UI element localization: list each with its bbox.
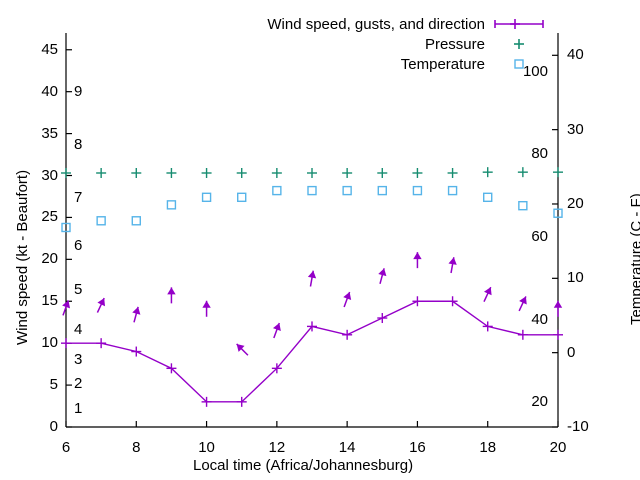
y2-tick-label: 30: [567, 120, 584, 138]
gust-arrow-head: [236, 343, 245, 352]
gust-arrow-head: [553, 300, 563, 308]
x-tick-label: 8: [132, 439, 141, 456]
y-tick-label: 35: [41, 124, 58, 142]
temperature-marker: [237, 192, 247, 203]
fahrenheit-label-20: 20: [531, 393, 548, 411]
y-tick-label: 25: [41, 208, 58, 226]
temperature-marker: [412, 185, 423, 196]
y-tick-label: 40: [41, 82, 58, 100]
gust-arrow-head: [97, 298, 106, 307]
temperature-marker: [553, 208, 563, 218]
x-tick-label: 6: [61, 439, 71, 456]
gust-arrow-head: [272, 322, 281, 332]
x-tick-label: 20: [549, 439, 567, 456]
gust-arrow-head: [62, 300, 71, 309]
fahrenheit-label-80: 80: [531, 145, 548, 163]
beaufort-label-6: 6: [74, 236, 83, 254]
beaufort-label-2: 2: [74, 375, 83, 393]
gust-arrow-head: [519, 296, 527, 305]
x-tick-label: 12: [268, 439, 286, 456]
y2-tick-label: 0: [567, 343, 576, 361]
fahrenheit-label-100: 100: [522, 62, 548, 80]
gust-arrow-head: [167, 287, 176, 295]
fahrenheit-label-60: 60: [531, 227, 548, 245]
beaufort-label-3: 3: [74, 350, 83, 368]
y-tick-label: 5: [49, 376, 58, 394]
temperature-marker: [272, 185, 282, 196]
legend: Wind speed, gusts, and direction Pressur…: [230, 14, 545, 74]
temperature-marker: [518, 200, 528, 211]
temperature-marker: [483, 192, 493, 203]
gust-arrow-head: [343, 291, 352, 300]
temperature-marker: [131, 216, 141, 226]
x-tick-label: 16: [409, 439, 426, 456]
y-tick-label: 0: [49, 418, 58, 435]
y2-tick-label: 40: [567, 46, 584, 64]
gust-arrow-head: [202, 300, 211, 308]
beaufort-label-7: 7: [74, 189, 83, 207]
y2-tick-label: -10: [567, 418, 589, 435]
temperature-marker: [166, 200, 177, 210]
beaufort-label-4: 4: [74, 320, 83, 338]
y-tick-label: 30: [41, 166, 58, 184]
x-tick-label: 18: [479, 439, 497, 456]
beaufort-label-8: 8: [74, 136, 83, 154]
gust-arrow-head: [378, 268, 387, 277]
x-axis-title: Local time (Africa/Johannesburg): [193, 457, 414, 474]
gust-arrow-head: [413, 252, 422, 260]
x-tick-label: 10: [198, 439, 215, 456]
y-tick-label: 15: [41, 292, 58, 310]
temperature-marker: [307, 185, 317, 196]
beaufort-label-5: 5: [74, 280, 83, 298]
y-tick-label: 20: [41, 250, 58, 268]
gust-arrow-head: [448, 257, 457, 265]
legend-label-temperature: Temperature: [400, 55, 485, 73]
legend-label-wind: Wind speed, gusts, and direction: [267, 15, 485, 33]
gust-arrow-head: [132, 306, 141, 315]
temperature-marker: [377, 185, 387, 196]
beaufort-label-9: 9: [74, 82, 83, 100]
temperature-marker: [342, 185, 352, 196]
y2-tick-label: 10: [567, 269, 584, 287]
x-tick-label: 14: [338, 439, 356, 456]
y2-tick-label: 20: [567, 194, 584, 212]
fahrenheit-label-40: 40: [531, 310, 548, 328]
legend-swatch-temperature: [514, 59, 524, 69]
legend-swatch-pressure: [514, 39, 524, 49]
gust-arrow-head: [483, 287, 492, 296]
gust-arrow-head: [307, 270, 317, 279]
temperature-marker: [61, 222, 71, 233]
temperature-marker: [447, 185, 458, 196]
legend-label-pressure: Pressure: [424, 35, 485, 53]
legend-swatch-wind: [494, 19, 544, 29]
temperature-marker: [96, 216, 106, 226]
y-tick-label: 45: [41, 40, 58, 58]
temperature-marker: [201, 192, 212, 203]
y-tick-label: 10: [41, 334, 58, 352]
beaufort-label-1: 1: [74, 400, 83, 418]
